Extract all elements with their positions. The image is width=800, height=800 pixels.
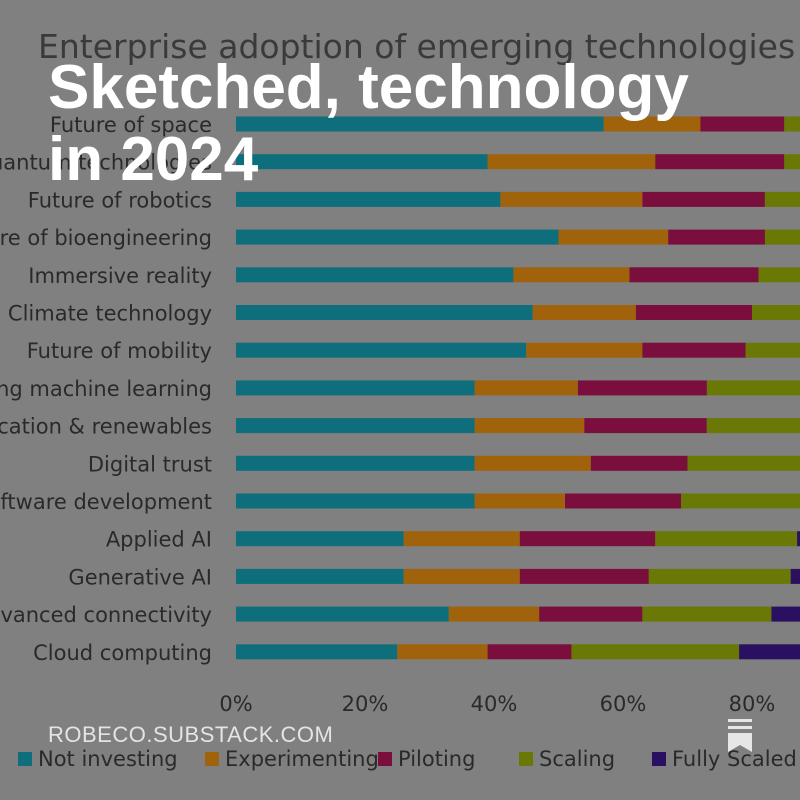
category-label: Generative AI: [68, 565, 212, 589]
bar-segment: [784, 154, 800, 170]
bar-segment: [236, 154, 488, 170]
bar-segment: [668, 229, 765, 245]
legend-swatch: [378, 752, 392, 766]
bar-segment: [687, 455, 800, 471]
legend-label: Fully Scaled: [672, 747, 797, 771]
bar-segment: [500, 191, 643, 207]
bar-segment: [648, 568, 791, 584]
bar-segment: [532, 305, 636, 320]
category-label: Digital trust: [88, 452, 212, 476]
category-label: ure of bioengineering: [0, 226, 212, 250]
legend-label: Experimenting: [225, 747, 379, 771]
x-tick-label: 60%: [600, 692, 647, 716]
category-label: Climate technology: [8, 302, 212, 326]
bar-segment: [403, 531, 520, 547]
bar-segment: [236, 531, 404, 547]
bar-segment: [739, 644, 800, 660]
legend-swatch: [18, 752, 32, 766]
bar-segment: [764, 191, 800, 207]
category-label: Immersive reality: [28, 264, 212, 288]
bar-segment: [236, 380, 475, 396]
bar-segment: [642, 191, 765, 207]
bar-segment: [784, 116, 800, 132]
bar-segment: [584, 418, 707, 434]
bar-segment: [539, 606, 643, 622]
legend-label: Not investing: [38, 747, 178, 771]
bar-segment: [642, 606, 772, 622]
bar-segment: [236, 342, 527, 358]
bar-segment: [474, 380, 578, 396]
category-label: ftware development: [0, 490, 212, 514]
legend-swatch: [652, 752, 666, 766]
bar-segment: [448, 606, 540, 622]
bookmark-icon[interactable]: [727, 718, 753, 754]
bar-segment: [681, 493, 800, 509]
bar-segment: [577, 380, 707, 396]
legend-swatch: [205, 752, 219, 766]
category-label: cation & renewables: [0, 415, 212, 439]
x-tick-label: 20%: [342, 692, 389, 716]
bar-segment: [797, 531, 800, 547]
bar-segment: [706, 380, 800, 396]
brand-link[interactable]: ROBECO.SUBSTACK.COM: [48, 722, 334, 747]
x-tick-label: 80%: [729, 692, 776, 716]
bar-segment: [474, 493, 565, 509]
bar-segment: [706, 418, 800, 434]
category-label: uantum technologies: [0, 151, 212, 175]
bar-segment: [629, 267, 759, 283]
bar-segment: [236, 305, 533, 320]
bar-segment: [764, 229, 800, 245]
bar-segment: [752, 305, 800, 320]
category-label: ng machine learning: [0, 377, 212, 401]
bar-segment: [236, 229, 559, 245]
category-label: dvanced connectivity: [0, 603, 212, 627]
bar-segment: [236, 116, 604, 132]
bar-segment: [590, 455, 688, 471]
bar-segment: [236, 606, 449, 622]
x-tick-label: 0%: [219, 692, 252, 716]
bar-segment: [745, 342, 800, 358]
bar-segment: [403, 568, 520, 584]
chart-title: Enterprise adoption of emerging technolo…: [38, 27, 795, 66]
bar-segment: [603, 116, 701, 132]
category-label: Cloud computing: [33, 641, 212, 665]
bar-segment: [565, 493, 682, 509]
legend-label: Scaling: [539, 747, 615, 771]
bar-segment: [397, 644, 488, 660]
bar-segment: [236, 493, 475, 509]
bar-segment: [236, 568, 404, 584]
bar-segment: [558, 229, 669, 245]
bar-segment: [487, 644, 572, 660]
bar-segment: [519, 531, 656, 547]
bar-segment: [474, 455, 591, 471]
x-tick-label: 40%: [471, 692, 518, 716]
category-label: Applied AI: [106, 528, 212, 552]
category-label: Future of space: [50, 113, 212, 137]
bar-segment: [642, 342, 746, 358]
bar-segment: [758, 267, 800, 283]
bar-segment: [526, 342, 643, 358]
bar-segment: [236, 191, 501, 207]
bar-segment: [236, 644, 398, 660]
bar-segment: [236, 267, 514, 283]
bar-segment: [487, 154, 656, 170]
bar-segment: [771, 606, 800, 622]
legend-swatch: [519, 752, 533, 766]
category-label: Future of robotics: [28, 188, 212, 212]
bar-segment: [474, 418, 585, 434]
legend-label: Piloting: [398, 747, 475, 771]
bar-segment: [635, 305, 752, 320]
bar-segment: [790, 568, 800, 584]
bar-segment: [700, 116, 785, 132]
bar-segment: [571, 644, 740, 660]
bar-segment: [655, 154, 785, 170]
bar-segment: [655, 531, 798, 547]
bar-segment: [513, 267, 630, 283]
bar-segment: [236, 418, 475, 434]
category-label: Future of mobility: [27, 339, 212, 363]
bar-segment: [519, 568, 649, 584]
bar-segment: [236, 455, 475, 471]
overlay-title: Sketched, technology in 2024: [48, 53, 689, 194]
